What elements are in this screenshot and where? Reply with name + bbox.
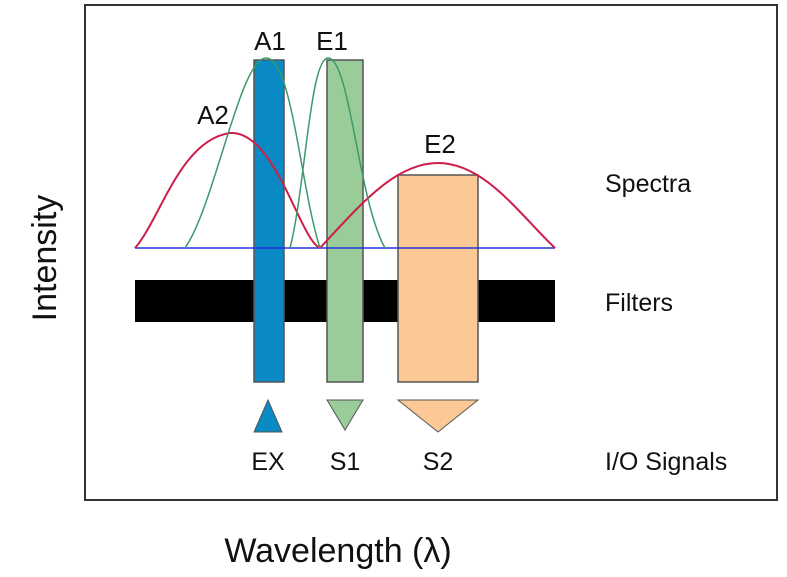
e1-peak-label: E1 — [316, 26, 348, 56]
ex-signal-triangle — [253, 398, 283, 433]
s2-signal-label: S2 — [423, 448, 454, 476]
a2-spectrum-curve — [134, 131, 321, 249]
s2-filter — [397, 174, 479, 383]
a1-peak-label: A1 — [254, 26, 286, 56]
filters-row-label: Filters — [605, 289, 673, 317]
spectra-row-label: Spectra — [605, 170, 691, 198]
s1-signal-label: S1 — [330, 448, 361, 476]
signals-row-label: I/O Signals — [605, 448, 727, 476]
x-axis-label: Wavelength (λ) — [224, 532, 451, 570]
s2-signal-triangle — [396, 399, 480, 433]
e2-peak-label: E2 — [424, 129, 456, 159]
a2-peak-label: A2 — [197, 100, 229, 130]
e1-spectrum-curve — [289, 57, 386, 249]
s1-signal-triangle — [326, 399, 364, 431]
diagram-frame — [84, 4, 778, 501]
ex-signal-label: EX — [251, 448, 285, 476]
y-axis-label: Intensity — [26, 195, 64, 322]
ex-filter — [253, 59, 285, 383]
e2-spectrum-curve — [319, 161, 556, 249]
a1-spectrum-curve — [184, 57, 321, 249]
